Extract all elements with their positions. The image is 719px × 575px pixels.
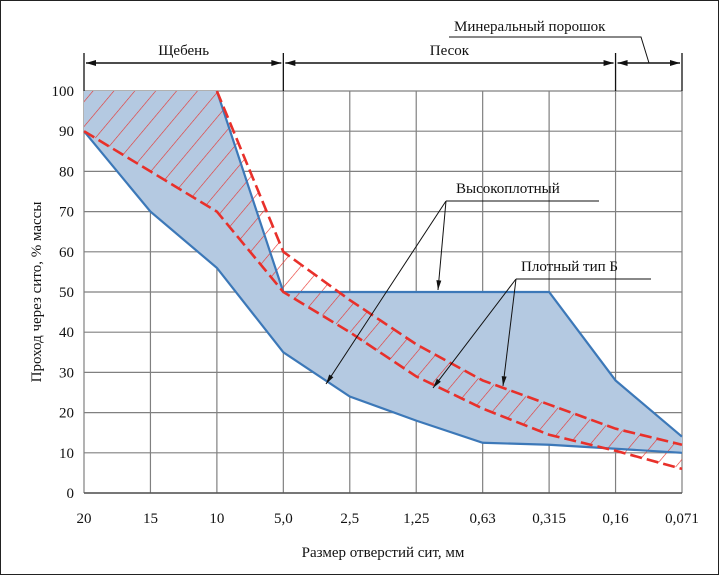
y-tick-label: 70 — [59, 205, 74, 221]
arrow-icon — [436, 280, 442, 290]
arrow-icon — [501, 376, 507, 386]
x-tick-label: 0,63 — [470, 511, 496, 527]
callout-leader-line — [437, 200, 447, 291]
y-tick-label: 10 — [59, 446, 74, 462]
x-axis-label: Размер отверстий сит, мм — [302, 545, 465, 561]
y-tick-label: 60 — [59, 245, 74, 261]
arrow-right-icon — [271, 60, 282, 66]
y-tick-label: 50 — [59, 285, 74, 301]
x-tick-label: 20 — [77, 511, 92, 527]
range-leader-line — [449, 36, 650, 64]
range-annotations: Щебень Песок Минеральный порошок — [83, 19, 683, 91]
arrow-left-icon — [86, 60, 96, 66]
arrow-icon — [433, 378, 441, 388]
y-tick-label: 100 — [52, 84, 75, 100]
y-tick-label: 40 — [59, 325, 74, 341]
callouts: Высокоплотный Плотный тип Б — [325, 181, 651, 389]
callout-high-density: Высокоплотный — [456, 181, 560, 197]
high-density-lower-line — [83, 130, 683, 454]
y-axis-label: Проход через сито, % массы — [29, 202, 45, 383]
y-tick-label: 20 — [59, 406, 74, 422]
range-label: Щебень — [158, 43, 209, 59]
dense-type-b-hatch — [84, 91, 682, 469]
y-tick-label: 0 — [67, 486, 75, 502]
dense-type-b-lower-line — [83, 130, 683, 471]
x-tick-label: 1,25 — [403, 511, 429, 527]
y-tick-label: 80 — [59, 164, 74, 180]
callout-leader-line — [502, 278, 517, 387]
high-density-upper-line — [215, 90, 683, 438]
y-tick-label: 90 — [59, 124, 74, 140]
axes: 0 10 20 30 40 50 60 70 80 90 100 20 15 10 5,0 2,5 1,25 0,… — [52, 84, 699, 527]
range-label: Минеральный порошок — [454, 19, 606, 35]
arrow-icon — [326, 374, 334, 384]
callout-dense-type-b: Плотный тип Б — [521, 259, 618, 275]
dense-type-b-upper-line — [215, 90, 683, 447]
x-tick-label: 0,16 — [602, 511, 629, 527]
arrow-right-icon — [603, 60, 614, 66]
x-tick-label: 0,071 — [665, 511, 699, 527]
x-tick-label: 0,315 — [532, 511, 566, 527]
range-label: Песок — [430, 43, 470, 59]
arrow-left-icon — [285, 60, 296, 66]
arrow-left-icon — [617, 60, 628, 66]
x-tick-label: 15 — [143, 511, 158, 527]
x-tick-label: 2,5 — [340, 511, 359, 527]
arrow-right-icon — [670, 60, 680, 66]
callout-leader-line — [432, 278, 517, 389]
bands — [83, 90, 683, 471]
y-tick-label: 30 — [59, 365, 74, 381]
callout-leader-line — [325, 200, 447, 385]
x-tick-label: 10 — [209, 511, 224, 527]
x-tick-label: 5,0 — [274, 511, 293, 527]
